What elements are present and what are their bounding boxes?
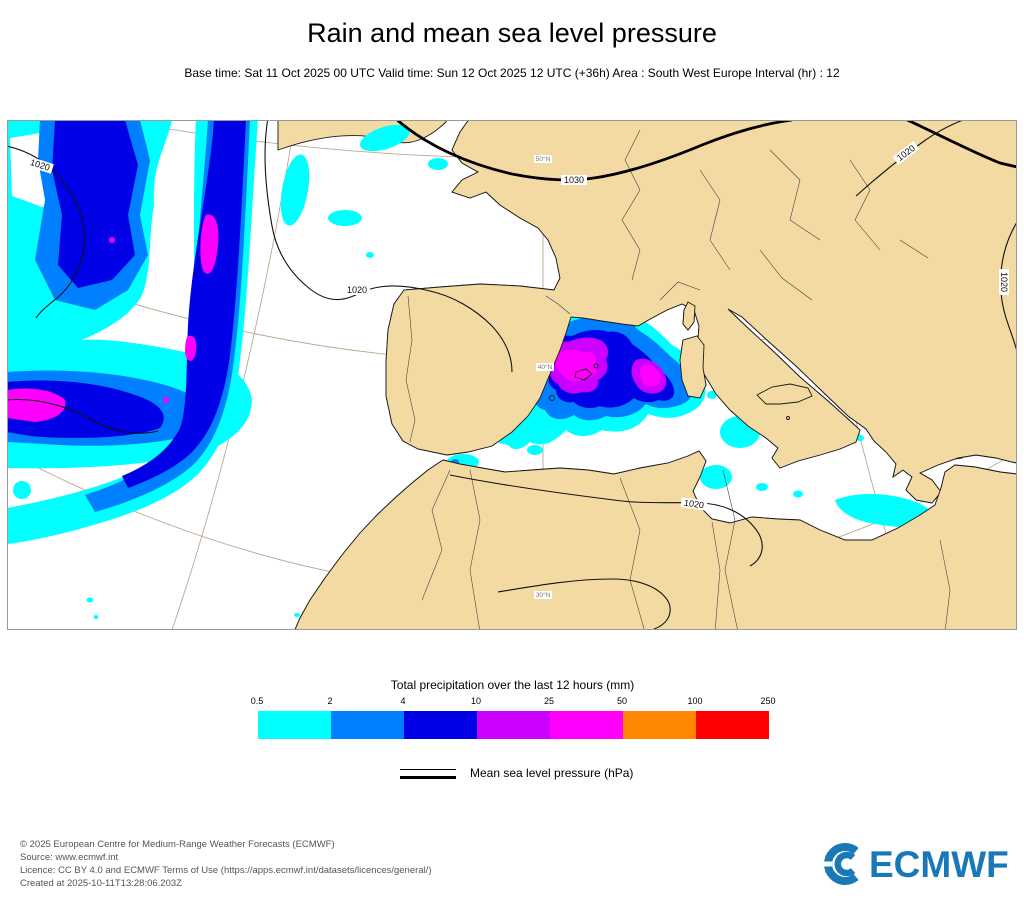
legend-tick-label: 0.5 bbox=[250, 696, 264, 706]
map-frame bbox=[7, 120, 1017, 630]
map-panel: 1020 1020 1030 1020 1020 1020 50°N 40°N 30°N bbox=[7, 120, 1017, 630]
country-borders bbox=[405, 129, 951, 630]
svg-text:30°N: 30°N bbox=[536, 591, 551, 599]
contour-label: 1020 bbox=[680, 497, 708, 511]
graticule-label: 40°N bbox=[536, 363, 554, 371]
precip-mediterranean-blob bbox=[491, 303, 706, 450]
graticule-label: 30°N bbox=[534, 591, 552, 599]
legend-tick-label: 10 bbox=[470, 696, 482, 706]
footer-line: Licence: CC BY 4.0 and ECMWF Terms of Us… bbox=[20, 865, 432, 876]
legend-swatch-3 bbox=[477, 711, 550, 739]
svg-text:50°N: 50°N bbox=[536, 155, 551, 163]
footer-line: Source: www.ecmwf.int bbox=[20, 852, 119, 863]
legend-tick-label: 250 bbox=[760, 696, 776, 706]
legend-tick-label: 4 bbox=[400, 696, 406, 706]
pressure-legend-label: Mean sea level pressure (hPa) bbox=[470, 766, 634, 780]
contour-label: 1020 bbox=[344, 285, 370, 295]
contour-label: 1030 bbox=[561, 175, 587, 185]
chart-subtitle: Base time: Sat 11 Oct 2025 00 UTC Valid … bbox=[184, 66, 840, 80]
page-title: Rain and mean sea level pressure bbox=[307, 18, 717, 48]
legend-swatch-1 bbox=[331, 711, 404, 739]
ecmwf-logo: ECMWF bbox=[810, 840, 1015, 890]
coastline-overlay bbox=[293, 120, 1017, 630]
legend-swatch-4 bbox=[550, 711, 623, 739]
legend-tick-label: 50 bbox=[616, 696, 628, 706]
legend-swatch-6 bbox=[696, 711, 769, 739]
svg-text:1030: 1030 bbox=[564, 175, 584, 185]
svg-text:40°N: 40°N bbox=[538, 363, 553, 371]
legend-title: Total precipitation over the last 12 hou… bbox=[390, 678, 635, 692]
legend-tick-label: 25 bbox=[543, 696, 555, 706]
legend-tick-label: 2 bbox=[327, 696, 333, 706]
footer-line: © 2025 European Centre for Medium-Range … bbox=[20, 839, 335, 850]
precip-corner-darkblue bbox=[52, 120, 138, 288]
legend-tick-row: 0.5 2 4 10 25 50 100 250 bbox=[251, 696, 776, 726]
legend-swatch-2 bbox=[404, 711, 477, 739]
precip-libya-cyan bbox=[835, 494, 936, 528]
pressure-line-thin bbox=[400, 769, 456, 770]
footer-line: Created at 2025-10-11T13:28:06.203Z bbox=[20, 878, 182, 889]
legend-swatch-0 bbox=[258, 711, 331, 739]
svg-text:1020: 1020 bbox=[683, 498, 704, 511]
ecmwf-logo-text: ECMWF bbox=[869, 844, 1009, 885]
legend-colorbar bbox=[257, 710, 770, 740]
contour-label: 1020 bbox=[999, 269, 1009, 295]
pressure-line-thick bbox=[400, 776, 456, 779]
graticule-label: 50°N bbox=[534, 155, 552, 163]
pressure-legend: Mean sea level pressure (hPa) bbox=[0, 744, 1024, 780]
ecmwf-logo-svg: ECMWF bbox=[821, 843, 1009, 885]
svg-text:1020: 1020 bbox=[999, 272, 1009, 292]
legend-tick-label: 100 bbox=[687, 696, 703, 706]
svg-text:1020: 1020 bbox=[347, 285, 367, 295]
ecmwf-logo-emblem bbox=[821, 843, 859, 885]
legend-swatch-5 bbox=[623, 711, 696, 739]
footer-attribution: © 2025 European Centre for Medium-Range … bbox=[20, 838, 432, 890]
